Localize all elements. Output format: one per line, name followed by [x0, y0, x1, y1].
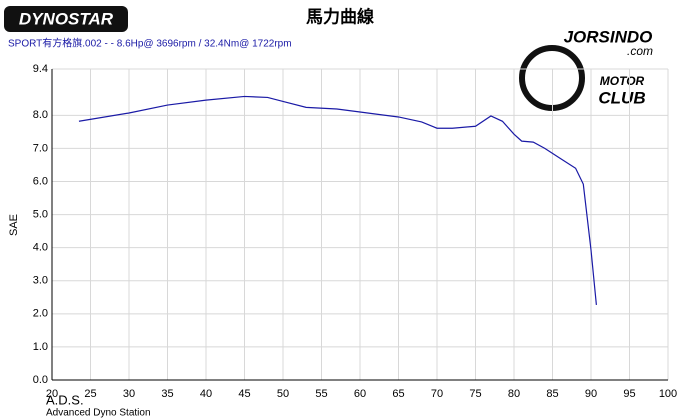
x-tick-label: 95: [623, 388, 635, 400]
x-tick-label: 70: [431, 388, 443, 400]
x-tick-label: 55: [315, 388, 327, 400]
y-axis-label: SAE: [8, 214, 20, 236]
x-tick-label: 60: [354, 388, 366, 400]
line-series: [78, 95, 597, 305]
y-tick-label: 2.0: [33, 308, 48, 320]
x-tick-label: 40: [200, 388, 212, 400]
chart-title: 馬力曲線: [306, 6, 374, 26]
x-tick-label: 30: [123, 388, 135, 400]
x-tick-label: 85: [546, 388, 558, 400]
y-tick-label: 1.0: [33, 341, 48, 353]
y-tick-label: 8.0: [33, 109, 48, 121]
x-tick-label: 75: [469, 388, 481, 400]
y-tick-label: 5.0: [33, 208, 48, 220]
x-tick-label: 65: [392, 388, 404, 400]
logo-right: JORSINDO: [564, 27, 653, 46]
x-tick-label: 90: [585, 388, 597, 400]
logo-box: [4, 6, 128, 32]
logo-left: DYNOSTAR: [19, 9, 114, 28]
y-tick-label: 9.4: [33, 63, 48, 75]
x-tick-label: 100: [659, 388, 677, 400]
x-tick-label: 35: [161, 388, 173, 400]
y-tick-label: 3.0: [33, 275, 48, 287]
x-tick-label: 50: [277, 388, 289, 400]
x-tick-label: 20: [46, 388, 58, 400]
x-tick-label: 25: [84, 388, 96, 400]
x-tick-label: 45: [238, 388, 250, 400]
footer: Advanced Dyno Station: [46, 408, 151, 419]
y-tick-label: 4.0: [33, 242, 48, 254]
y-tick-label: 0.0: [33, 374, 48, 386]
y-tick-label: 6.0: [33, 175, 48, 187]
footer: A.D.S.: [46, 392, 84, 407]
subtitle: SPORT有方格旗.002 - - 8.6Hp@ 3696rpm / 32.4N…: [8, 37, 292, 50]
logo-right: MOTOR: [600, 74, 645, 88]
y-tick-label: 7.0: [33, 142, 48, 154]
logo-right: .com: [627, 44, 653, 58]
logo-right: CLUB: [598, 88, 645, 107]
x-tick-label: 80: [508, 388, 520, 400]
